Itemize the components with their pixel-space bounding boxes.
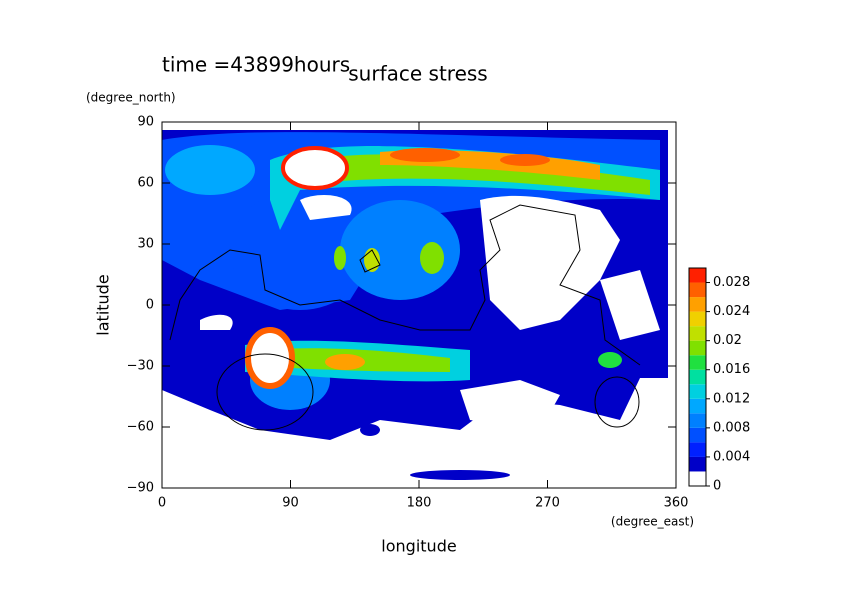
colorbar-tick-label: 0 bbox=[713, 479, 721, 494]
colorbar-band bbox=[689, 326, 706, 341]
y-units: (degree_north) bbox=[86, 91, 176, 105]
colorbar-band bbox=[689, 355, 706, 370]
colorbar-band bbox=[689, 268, 706, 283]
colorbar-tick-label: 0.012 bbox=[713, 391, 750, 406]
y-tick-label: 90 bbox=[137, 115, 154, 130]
colorbar-band bbox=[689, 340, 706, 356]
colorbar-band bbox=[689, 442, 706, 457]
y-axis-label: latitude bbox=[94, 274, 113, 335]
colorbar-band bbox=[689, 297, 706, 312]
x-units: (degree_east) bbox=[611, 515, 694, 529]
colorbar-tick-label: 0.004 bbox=[713, 449, 750, 464]
x-axis-label: longitude bbox=[381, 537, 456, 556]
y-tick-label: −60 bbox=[127, 420, 154, 435]
chart-title: surface stress bbox=[348, 62, 487, 86]
chart-subtitle: time =43899hours bbox=[162, 53, 350, 77]
colorbar-band bbox=[689, 456, 706, 472]
y-tick-label: −90 bbox=[127, 481, 154, 496]
x-tick-label: 90 bbox=[282, 496, 299, 511]
colorbar-tick-label: 0.02 bbox=[713, 333, 742, 348]
colorbar-tick-label: 0.024 bbox=[713, 304, 750, 319]
colorbar-band bbox=[689, 398, 706, 414]
contour-field bbox=[162, 130, 668, 488]
coastlines bbox=[169, 204, 641, 431]
colorbar-band bbox=[689, 413, 706, 428]
colorbar-band bbox=[689, 311, 706, 327]
colorbar-band bbox=[689, 282, 706, 298]
x-tick-label: 180 bbox=[407, 496, 432, 511]
y-tick-label: 0 bbox=[146, 298, 154, 313]
colorbar-band bbox=[689, 427, 706, 443]
y-tick-label: −30 bbox=[127, 359, 154, 374]
x-tick-label: 0 bbox=[158, 496, 166, 511]
y-tick-label: 30 bbox=[137, 237, 154, 252]
colorbar-tick-label: 0.028 bbox=[713, 275, 750, 290]
colorbar-tick-label: 0.008 bbox=[713, 420, 750, 435]
colorbar-frame bbox=[688, 267, 707, 487]
x-tick-label: 270 bbox=[535, 496, 560, 511]
colorbar-band bbox=[689, 471, 706, 486]
colorbar-band bbox=[689, 369, 706, 385]
x-tick-label: 360 bbox=[664, 496, 689, 511]
colorbar-tick-label: 0.016 bbox=[713, 362, 750, 377]
colorbar-band bbox=[689, 384, 706, 399]
y-tick-label: 60 bbox=[137, 176, 154, 191]
